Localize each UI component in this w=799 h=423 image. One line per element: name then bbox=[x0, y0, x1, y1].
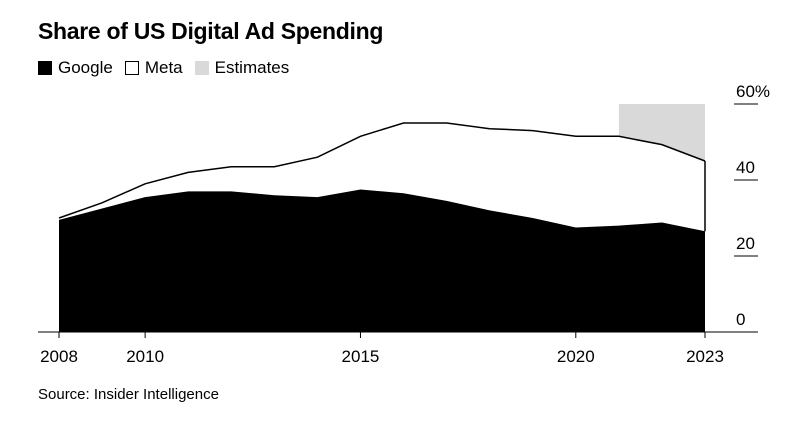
legend-item-estimates: Estimates bbox=[194, 58, 290, 78]
legend-label-meta: Meta bbox=[144, 58, 183, 77]
x-tick-label-2008: 2008 bbox=[40, 347, 78, 366]
legend-label-google: Google bbox=[58, 58, 113, 77]
source-note: Source: Insider Intelligence bbox=[38, 386, 219, 403]
y-tick-label-2: 40 bbox=[736, 158, 755, 177]
x-tick-label-2020: 2020 bbox=[557, 347, 595, 366]
legend: Google Meta Estimates bbox=[38, 58, 301, 78]
x-tick-label-2015: 2015 bbox=[342, 347, 380, 366]
estimates-swatch-icon bbox=[194, 61, 209, 75]
legend-label-estimates: Estimates bbox=[214, 58, 290, 77]
chart-title: Share of US Digital Ad Spending bbox=[38, 18, 384, 44]
y-tick-label-1: 20 bbox=[736, 234, 755, 253]
meta-swatch-icon bbox=[124, 61, 139, 75]
x-tick-label-2010: 2010 bbox=[126, 347, 164, 366]
legend-item-meta: Meta bbox=[124, 58, 183, 78]
meta-area bbox=[59, 123, 705, 232]
y-tick-label-3: 60% bbox=[736, 82, 770, 101]
google-area bbox=[59, 189, 705, 332]
y-tick-label-0: 0 bbox=[736, 310, 745, 329]
x-tick-label-2023: 2023 bbox=[686, 347, 724, 366]
google-swatch-icon bbox=[38, 61, 52, 75]
legend-item-google: Google bbox=[38, 58, 113, 78]
meta-line bbox=[58, 122, 706, 219]
